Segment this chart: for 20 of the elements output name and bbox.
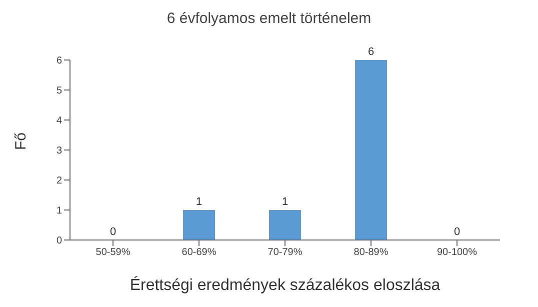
data-label: 6 bbox=[368, 46, 374, 58]
x-tick-label: 50-59% bbox=[96, 247, 130, 258]
y-tick-label: 1 bbox=[56, 206, 62, 217]
x-tick-label: 60-69% bbox=[182, 247, 216, 258]
x-tick-label: 70-79% bbox=[268, 247, 302, 258]
data-label: 0 bbox=[454, 226, 460, 238]
x-tick-label: 80-89% bbox=[354, 247, 388, 258]
x-axis-title: Érettségi eredmények százalékos eloszlása bbox=[130, 276, 440, 294]
x-tick-label: 90-100% bbox=[436, 247, 478, 258]
y-tick-label: 0 bbox=[56, 236, 62, 247]
y-tick-label: 5 bbox=[56, 86, 62, 97]
data-label: 1 bbox=[196, 196, 202, 208]
chart-title: 6 évfolyamos emelt történelem bbox=[166, 10, 372, 27]
y-tick-label: 2 bbox=[56, 176, 62, 187]
data-label: 0 bbox=[110, 226, 116, 238]
data-label: 1 bbox=[282, 196, 288, 208]
y-axis-title: Fő bbox=[12, 132, 30, 150]
y-tick-label: 3 bbox=[56, 146, 62, 157]
y-tick-label: 4 bbox=[56, 116, 62, 127]
y-tick-label: 6 bbox=[56, 56, 62, 67]
